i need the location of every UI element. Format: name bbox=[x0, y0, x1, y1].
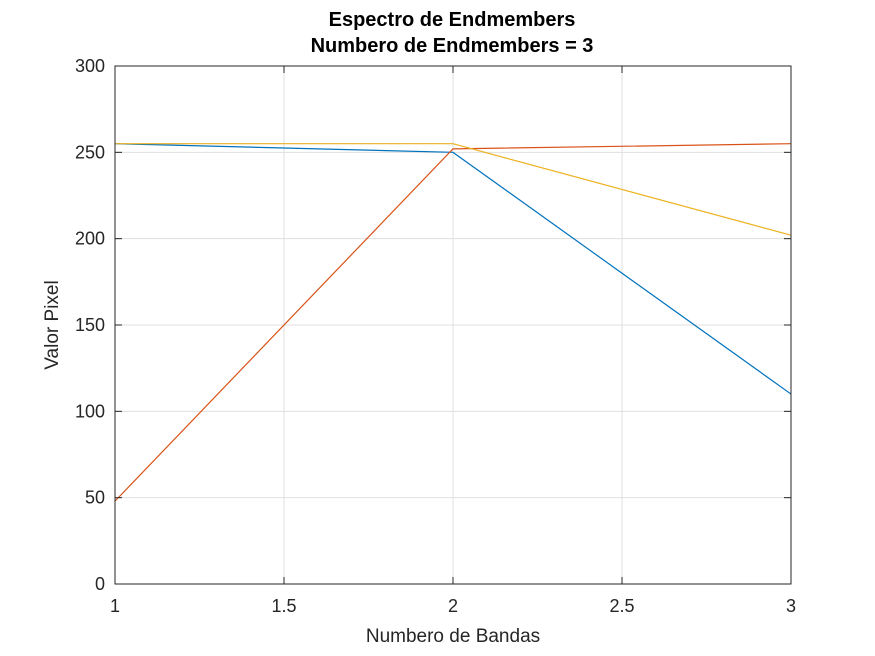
chart-subtitle: Numbero de Endmembers = 3 bbox=[311, 35, 594, 57]
y-tick-label: 300 bbox=[75, 56, 105, 76]
series-line-2 bbox=[114, 143, 792, 502]
y-tick-label: 200 bbox=[75, 229, 105, 249]
chart-title: Espectro de Endmembers bbox=[329, 9, 576, 31]
y-tick-label: 0 bbox=[95, 574, 105, 594]
y-tick-label: 50 bbox=[85, 488, 105, 508]
axis-ticks: 1 1.5 2 2.5 3 0 50 100 150 200 250 300 bbox=[75, 56, 796, 616]
data-series bbox=[114, 143, 792, 502]
x-tick-label: 2 bbox=[448, 596, 458, 616]
x-tick-label: 1 bbox=[110, 596, 120, 616]
y-axis-label: Valor Pixel bbox=[42, 280, 63, 369]
x-axis-label: Numbero de Bandas bbox=[366, 626, 540, 647]
x-tick-label: 2.5 bbox=[609, 596, 634, 616]
y-tick-label: 150 bbox=[75, 315, 105, 335]
series-line-3 bbox=[115, 143, 792, 236]
y-tick-label: 250 bbox=[75, 142, 105, 162]
series-line-1 bbox=[114, 143, 792, 395]
y-tick-label: 100 bbox=[75, 401, 105, 421]
x-tick-label: 3 bbox=[786, 596, 796, 616]
x-tick-label: 1.5 bbox=[271, 596, 296, 616]
